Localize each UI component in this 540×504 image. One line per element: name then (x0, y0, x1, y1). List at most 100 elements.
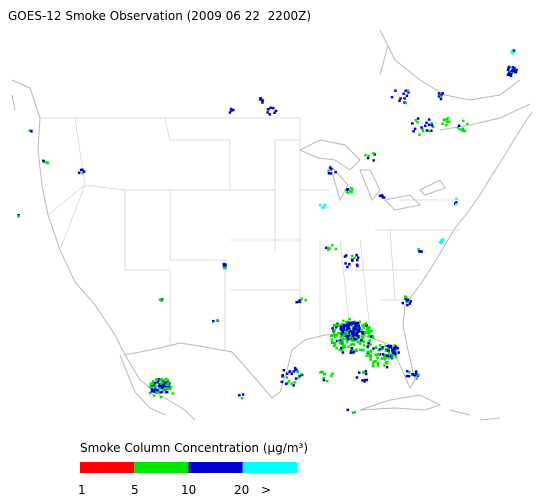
smoke-pixel (157, 377, 160, 381)
smoke-pixel (327, 246, 330, 250)
smoke-pixel (329, 172, 332, 175)
colorbar-segment (188, 462, 243, 473)
smoke-pixel (224, 266, 227, 270)
smoke-pixel (163, 379, 166, 382)
smoke-pixel (336, 332, 340, 335)
smoke-pixel (507, 66, 510, 69)
smoke-pixel (292, 370, 296, 373)
smoke-pixel (339, 327, 342, 331)
smoke-pixel (341, 340, 344, 343)
smoke-pixel (345, 254, 348, 257)
smoke-pixel (406, 303, 409, 307)
smoke-pixel (327, 169, 330, 172)
smoke-pixel (340, 346, 343, 350)
smoke-pixel (382, 196, 386, 199)
smoke-pixel (427, 123, 431, 127)
smoke-pixel (290, 372, 294, 376)
smoke-pixel (367, 327, 370, 331)
smoke-pixel (166, 387, 169, 390)
smoke-pixel (339, 325, 343, 328)
smoke-pixel (347, 323, 351, 326)
smoke-pixel (159, 384, 162, 388)
smoke-pixel (266, 111, 269, 114)
smoke-pixel (81, 171, 84, 175)
smoke-pixel (367, 335, 370, 338)
smoke-pixel (160, 299, 163, 302)
smoke-pixel (273, 111, 276, 114)
smoke-pixel (403, 97, 406, 100)
smoke-pixel (346, 323, 350, 326)
smoke-pixel (328, 166, 332, 169)
smoke-pixel (355, 253, 358, 257)
smoke-pixel (369, 356, 372, 359)
smoke-pixel (350, 339, 354, 342)
smoke-pixel (342, 346, 345, 349)
smoke-pixel (295, 368, 298, 372)
smoke-pixel (446, 117, 450, 120)
smoke-pixel (431, 125, 435, 129)
smoke-pixel (349, 348, 353, 351)
smoke-pixel (461, 129, 465, 133)
smoke-pixel (362, 370, 365, 374)
smoke-pixel (394, 89, 397, 92)
smoke-pixel (370, 335, 373, 338)
smoke-pixel (171, 392, 175, 395)
smoke-pixel (323, 203, 327, 207)
smoke-pixel (269, 106, 272, 109)
smoke-pixel (160, 390, 164, 394)
smoke-pixel (357, 340, 360, 344)
smoke-pixel (353, 410, 356, 414)
smoke-pixel (343, 255, 347, 258)
smoke-pixel (349, 330, 353, 333)
smoke-pixel (351, 188, 354, 191)
smoke-pixel (415, 377, 419, 380)
base-map (11, 29, 533, 421)
smoke-pixel (372, 347, 375, 350)
smoke-pixel (347, 330, 351, 334)
smoke-pixel (439, 95, 443, 98)
smoke-pixel (153, 381, 157, 385)
smoke-pixel (360, 328, 363, 332)
smoke-pixel (420, 126, 423, 129)
smoke-pixel (373, 360, 377, 363)
smoke-pixel (380, 194, 383, 197)
smoke-pixel (346, 331, 349, 334)
smoke-pixel (427, 118, 431, 121)
smoke-pixel (347, 338, 350, 341)
smoke-pixel (440, 239, 443, 242)
smoke-pixel (229, 107, 233, 111)
smoke-pixel (512, 67, 516, 70)
smoke-pixel (224, 265, 227, 268)
smoke-pixel (330, 167, 333, 171)
smoke-pixel (153, 390, 156, 393)
smoke-pixel (416, 121, 419, 124)
smoke-pixel (320, 370, 323, 374)
smoke-pixel (348, 263, 351, 266)
canada-coast (11, 29, 531, 131)
smoke-pixel (341, 330, 344, 334)
map-title: GOES-12 Smoke Observation (2009 06 22 22… (8, 9, 311, 23)
smoke-pixel (395, 346, 398, 349)
smoke-pixel (357, 325, 361, 328)
smoke-pixel (337, 323, 341, 327)
smoke-pixel (333, 329, 336, 332)
smoke-pixel (386, 354, 390, 358)
smoke-pixel (363, 323, 366, 326)
smoke-pixel (366, 350, 370, 353)
smoke-pixels (17, 49, 518, 414)
smoke-pixel (387, 349, 390, 352)
smoke-pixel (344, 331, 347, 335)
smoke-pixel (341, 351, 345, 354)
smoke-pixel (366, 345, 370, 348)
smoke-pixel (347, 345, 350, 348)
smoke-pixel (455, 201, 458, 204)
smoke-pixel (342, 333, 346, 337)
smoke-pixel (349, 351, 353, 354)
smoke-pixel (333, 335, 336, 338)
smoke-pixel (414, 119, 418, 122)
smoke-pixel (367, 330, 370, 333)
smoke-pixel (341, 334, 344, 337)
smoke-pixel (461, 127, 465, 130)
caribbean (359, 394, 501, 421)
